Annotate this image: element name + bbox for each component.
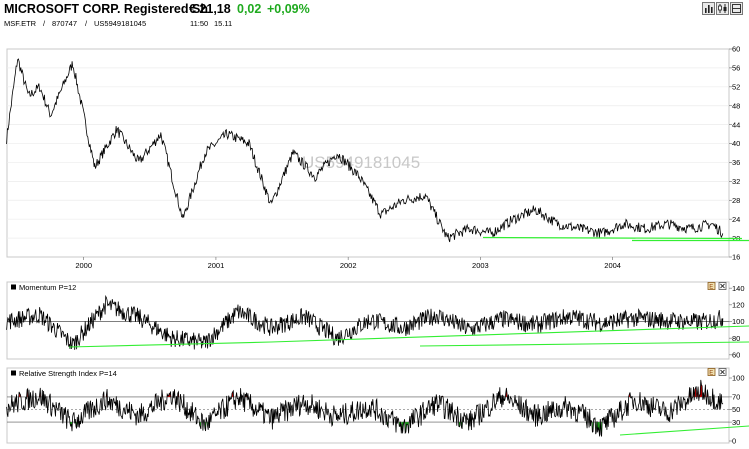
momentum-trendline-1 xyxy=(68,341,272,348)
price-panel-frame xyxy=(6,48,730,258)
rsi-settings-button[interactable]: E xyxy=(707,368,716,377)
rsi-y-tick-label: 50 xyxy=(732,405,740,414)
price-y-tick-label: 60 xyxy=(732,45,740,54)
panel-toggle-button[interactable] xyxy=(730,2,743,15)
price-x-tick-label: 2001 xyxy=(208,261,225,270)
price-y-tick-label: 36 xyxy=(732,158,740,167)
momentum-trendline-2 xyxy=(270,325,749,343)
momentum-y-tick-label: 60 xyxy=(732,351,740,360)
momentum-title: Momentum P=12 xyxy=(19,283,76,292)
momentum-y-tick-label: 80 xyxy=(732,334,740,343)
momentum-panel: Momentum P=12 E 140 120 100 80 60 xyxy=(6,281,749,360)
quote-time: 11:50 xyxy=(190,19,209,28)
price-y-tick-label: 56 xyxy=(732,64,740,73)
last-price: € 21,18 xyxy=(189,2,231,16)
isin-code: US5949181045 xyxy=(94,19,147,28)
settings-icon: E xyxy=(709,371,713,377)
rsi-overbought-fill xyxy=(699,379,703,397)
rsi-y-tick-label: 0 xyxy=(732,437,736,446)
rsi-y-tick-label: 30 xyxy=(732,418,740,427)
momentum-y-tick-label: 100 xyxy=(732,317,745,326)
momentum-y-tick-label: 120 xyxy=(732,301,745,310)
rsi-y-tick-label: 100 xyxy=(732,374,745,383)
quote-date: 15.11 xyxy=(214,19,233,28)
price-change: 0,02 xyxy=(237,2,262,16)
rsi-series-line xyxy=(6,379,724,437)
close-icon xyxy=(720,369,725,375)
price-y-tick-label: 48 xyxy=(732,101,740,110)
price-y-tick-label: 40 xyxy=(732,139,740,148)
header: MICROSOFT CORP. Registered Sh € 21,18 0,… xyxy=(0,0,749,36)
rsi-overbought-fill xyxy=(232,390,234,397)
price-series-line xyxy=(6,58,724,243)
isin-watermark: US5949181045 xyxy=(302,153,420,172)
price-x-tick-label: 2000 xyxy=(75,261,92,270)
rsi-oversold-fill xyxy=(597,422,600,437)
rsi-legend-swatch xyxy=(11,370,16,376)
price-y-tick-label: 52 xyxy=(732,83,740,92)
momentum-close-button[interactable] xyxy=(718,282,727,290)
rsi-trendline xyxy=(619,425,749,436)
panel-toggle-icon xyxy=(732,4,741,13)
separator: / xyxy=(85,19,88,28)
momentum-trendline-3 xyxy=(419,341,749,347)
security-title: MICROSOFT CORP. Registered Sh xyxy=(4,2,208,16)
exchange-code: MSF.ETR xyxy=(4,19,37,28)
price-x-tick-label: 2003 xyxy=(472,261,489,270)
candlestick-icon xyxy=(718,4,727,13)
rsi-y-tick-label: 70 xyxy=(732,393,740,402)
rsi-overbought-fill xyxy=(167,391,171,397)
price-x-tick-label: 2002 xyxy=(340,261,357,270)
rsi-title: Relative Strength Index P=14 xyxy=(19,369,117,378)
momentum-y-tick-label: 140 xyxy=(732,284,745,293)
rsi-close-button[interactable] xyxy=(718,368,727,376)
separator: / xyxy=(43,19,46,28)
candlestick-button[interactable] xyxy=(716,2,729,15)
wkn-code: 870747 xyxy=(52,19,78,28)
price-y-tick-label: 44 xyxy=(732,120,740,129)
price-y-tick-label: 28 xyxy=(732,196,740,205)
price-x-tick-label: 2004 xyxy=(604,261,621,270)
price-support-trendline xyxy=(482,236,743,240)
price-y-tick-label: 16 xyxy=(732,253,740,262)
momentum-legend-swatch xyxy=(11,284,16,290)
rsi-panel: Relative Strength Index P=14 E 100 70 50 30… xyxy=(6,367,749,446)
momentum-series-line xyxy=(6,294,724,350)
price-y-tick-label: 32 xyxy=(732,177,740,186)
close-icon xyxy=(720,283,725,289)
momentum-settings-button[interactable]: E xyxy=(707,282,716,291)
bar-chart-button[interactable] xyxy=(702,2,715,15)
bar-chart-icon xyxy=(705,5,713,13)
settings-icon: E xyxy=(709,285,713,291)
price-change-percent: +0,09% xyxy=(267,2,310,16)
price-y-tick-label: 24 xyxy=(732,215,740,224)
